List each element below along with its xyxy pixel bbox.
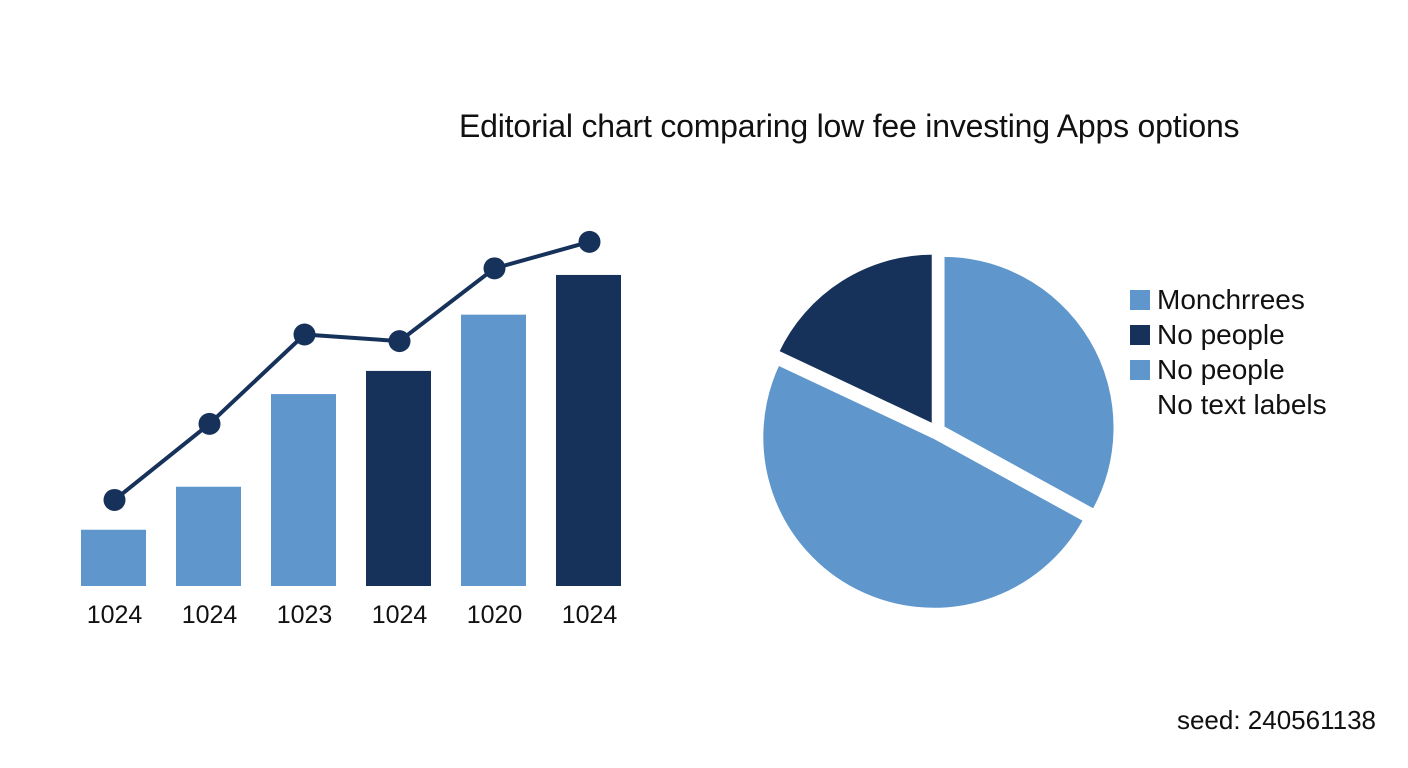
legend-entry: No text labels: [1130, 387, 1327, 422]
x-tick-label: 1024: [182, 601, 238, 629]
legend-entry: No people: [1130, 352, 1327, 387]
x-tick-label: 1023: [277, 601, 333, 629]
line-point: [198, 412, 221, 435]
legend-swatch: [1130, 289, 1150, 310]
line-point: [388, 330, 411, 353]
line-point: [578, 230, 601, 253]
legend-label: No people: [1157, 319, 1285, 350]
legend-label: Monchrrees: [1157, 284, 1305, 315]
legend-label: No people: [1157, 354, 1285, 385]
legend-entry: Monchrrees: [1130, 282, 1327, 317]
bar-chart: [81, 274, 621, 586]
line-point: [483, 257, 506, 280]
x-tick-label: 1024: [87, 601, 143, 629]
bar: [271, 394, 336, 586]
seed-label: seed: 240561138: [1176, 705, 1376, 735]
pie-slice: [941, 253, 1117, 513]
legend-swatch: [1130, 324, 1150, 345]
series-line: [113, 239, 591, 502]
x-tick-label: 1020: [467, 601, 523, 629]
legend-label: No text labels: [1157, 389, 1327, 420]
legend-entry: No people: [1130, 317, 1327, 352]
pie-legend: Monchrrees No people No people No text l…: [1130, 282, 1327, 422]
x-tick-label: 1024: [562, 601, 618, 629]
pie-slice: [760, 362, 1087, 611]
chart-title: Editorial chart comparing low fee invest…: [459, 108, 1240, 144]
bar: [556, 274, 621, 586]
bar: [176, 486, 241, 586]
line-point: [293, 323, 316, 346]
x-axis-ticks: 1024 1024 1023 1024 1020 1024: [87, 601, 618, 629]
bar: [81, 529, 146, 586]
line-overlay: [103, 230, 601, 511]
x-tick-label: 1024: [372, 601, 428, 629]
legend-swatch: [1130, 395, 1150, 415]
pie-chart: [760, 251, 1117, 611]
legend-swatch: [1130, 359, 1150, 380]
line-point: [103, 488, 126, 511]
pie-slice: [775, 251, 935, 428]
bar: [461, 314, 526, 586]
bar: [366, 370, 431, 586]
